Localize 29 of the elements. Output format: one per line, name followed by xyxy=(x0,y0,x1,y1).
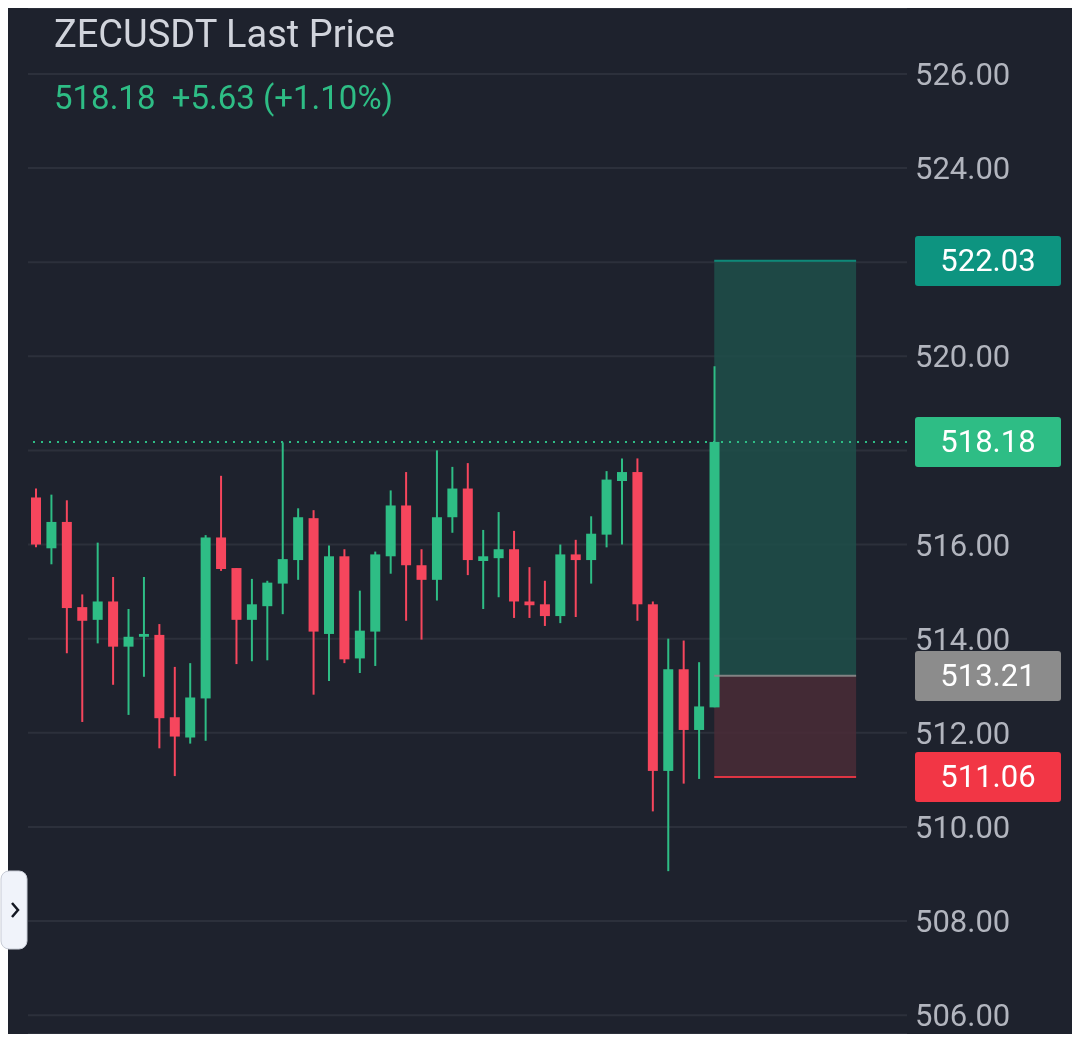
y-tick-label: 508.00 xyxy=(915,903,1011,941)
candlestick xyxy=(92,541,103,645)
candlestick xyxy=(539,579,550,627)
candlestick xyxy=(262,579,273,662)
candlestick xyxy=(570,538,581,619)
candlestick xyxy=(169,665,180,778)
y-tick-label: 516.00 xyxy=(915,526,1011,564)
candlestick xyxy=(138,576,149,678)
candlestick xyxy=(478,528,489,611)
y-tick-label: 520.00 xyxy=(915,338,1011,376)
y-tick-label: 524.00 xyxy=(915,150,1011,188)
ref-line-label: 513.21 xyxy=(915,650,1061,701)
ref-line-label: 511.06 xyxy=(915,752,1061,803)
y-tick-label: 526.00 xyxy=(915,55,1011,93)
ref-line-label: 522.03 xyxy=(915,235,1061,286)
candlestick xyxy=(617,457,627,546)
candlestick xyxy=(77,593,88,723)
candlestick xyxy=(524,566,535,619)
y-tick-label: 510.00 xyxy=(915,808,1011,846)
candlestick xyxy=(694,661,705,780)
ref-line-label: 518.18 xyxy=(915,416,1061,467)
candlestick xyxy=(416,548,427,641)
y-tick-label: 506.00 xyxy=(915,997,1011,1035)
candlestick xyxy=(246,577,257,663)
candlestick xyxy=(123,608,134,716)
y-tick-label: 512.00 xyxy=(915,714,1011,752)
candlestick xyxy=(493,511,504,599)
text: 518.18 +5.63 (+1.10%) xyxy=(54,78,394,117)
chart-title: ZECUSDT Last Price xyxy=(54,12,395,56)
